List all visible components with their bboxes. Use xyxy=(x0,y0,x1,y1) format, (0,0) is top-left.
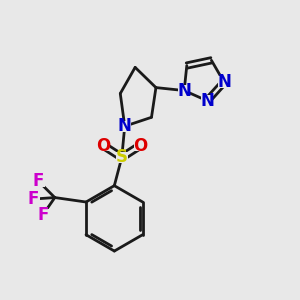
Text: O: O xyxy=(133,136,147,154)
Text: O: O xyxy=(96,136,110,154)
Text: F: F xyxy=(37,206,49,224)
Text: S: S xyxy=(116,148,128,166)
FancyBboxPatch shape xyxy=(32,176,45,187)
FancyBboxPatch shape xyxy=(97,140,110,151)
Text: N: N xyxy=(118,117,132,135)
FancyBboxPatch shape xyxy=(201,95,213,106)
FancyBboxPatch shape xyxy=(218,76,230,88)
FancyBboxPatch shape xyxy=(118,121,131,132)
Text: F: F xyxy=(33,172,44,190)
FancyBboxPatch shape xyxy=(134,140,146,151)
FancyBboxPatch shape xyxy=(116,152,128,163)
Text: N: N xyxy=(200,92,214,110)
FancyBboxPatch shape xyxy=(27,194,40,205)
Text: N: N xyxy=(217,73,231,91)
Text: F: F xyxy=(28,190,39,208)
FancyBboxPatch shape xyxy=(178,85,190,96)
Text: N: N xyxy=(177,82,191,100)
FancyBboxPatch shape xyxy=(37,209,49,220)
